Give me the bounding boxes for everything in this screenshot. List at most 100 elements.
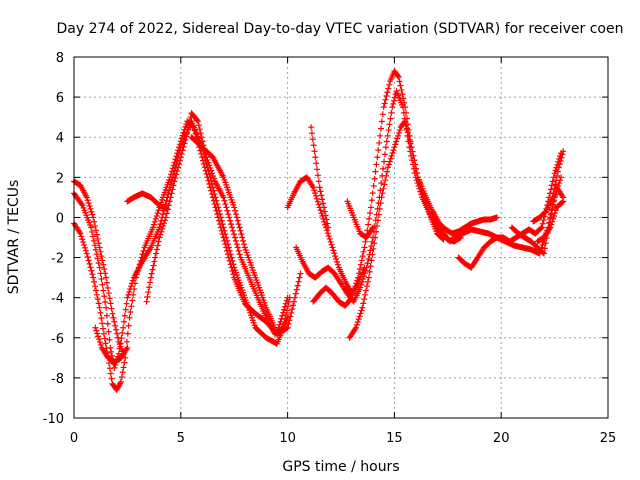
plus-marker (310, 184, 317, 191)
plus-marker (285, 298, 292, 305)
plus-marker (382, 144, 389, 151)
plus-marker (174, 168, 181, 175)
plus-marker (387, 155, 394, 162)
plus-marker (100, 325, 107, 332)
plus-marker (190, 124, 197, 131)
plus-marker (314, 166, 321, 173)
plus-marker (291, 294, 298, 301)
plus-marker (384, 132, 391, 139)
plus-marker (411, 157, 418, 164)
plus-marker (362, 267, 369, 274)
plus-marker (353, 321, 360, 328)
plus-marker (281, 306, 288, 313)
plus-marker (493, 214, 500, 221)
plus-marker (331, 250, 338, 257)
plus-marker (124, 344, 131, 351)
plus-marker (392, 141, 399, 148)
plus-marker (78, 201, 85, 208)
plus-marker (369, 190, 376, 197)
plus-marker (421, 194, 428, 201)
plus-marker (106, 365, 113, 372)
plus-marker (548, 221, 555, 228)
plus-marker (220, 234, 227, 241)
plus-marker (355, 316, 362, 323)
x-tick-label: 15 (386, 431, 403, 446)
plus-marker (218, 227, 225, 234)
plus-marker (209, 194, 216, 201)
plus-marker (196, 126, 203, 133)
plus-marker (390, 97, 397, 104)
plus-marker (93, 251, 100, 258)
plus-marker (330, 247, 337, 254)
plus-marker (238, 231, 245, 238)
plus-marker (127, 308, 134, 315)
plus-marker (349, 291, 356, 298)
plus-marker (315, 178, 322, 185)
plus-marker (91, 242, 98, 249)
plus-marker (551, 210, 558, 217)
plus-marker (221, 197, 228, 204)
plus-marker (538, 224, 545, 231)
plus-marker (312, 192, 319, 199)
plus-marker (386, 158, 393, 165)
plus-marker (204, 156, 211, 163)
plus-marker (91, 218, 98, 225)
plus-marker (232, 211, 239, 218)
plus-marker (239, 234, 246, 241)
plus-marker (313, 160, 320, 167)
plus-marker (208, 167, 215, 174)
plus-marker (101, 293, 108, 300)
plus-marker (386, 81, 393, 88)
plus-marker (96, 339, 103, 346)
plus-marker (89, 211, 96, 218)
plus-marker (95, 300, 102, 307)
plus-marker (143, 298, 150, 305)
plus-marker (193, 117, 200, 124)
plus-marker (551, 185, 558, 192)
plus-marker (154, 210, 161, 217)
plus-marker (364, 278, 371, 285)
plus-marker (203, 154, 210, 161)
plus-marker (310, 142, 317, 149)
series-track-19 (534, 198, 567, 245)
plus-marker (396, 78, 403, 85)
axis-ticks (73, 56, 609, 419)
plus-marker (279, 312, 286, 319)
plus-marker (366, 268, 373, 275)
plus-marker (77, 230, 84, 237)
plus-marker (181, 140, 188, 147)
plus-marker (113, 326, 120, 333)
plus-marker (182, 137, 189, 144)
plus-marker (552, 207, 559, 214)
plus-marker (102, 340, 109, 347)
plus-marker (370, 245, 377, 252)
plus-marker (359, 253, 366, 260)
plus-marker (559, 151, 566, 158)
plus-marker (363, 287, 370, 294)
plus-marker (123, 338, 130, 345)
plus-marker (398, 86, 405, 93)
plus-marker (318, 210, 325, 217)
plus-marker (326, 235, 333, 242)
plus-marker (540, 249, 547, 256)
plus-marker (440, 236, 447, 243)
plus-marker (155, 238, 162, 245)
plus-marker (171, 159, 178, 166)
plus-marker (152, 215, 159, 222)
plus-marker (210, 197, 217, 204)
plus-marker (559, 199, 566, 206)
plus-marker (207, 164, 214, 171)
plus-marker (225, 254, 232, 261)
plus-marker (370, 224, 377, 231)
plus-marker (550, 213, 557, 220)
plus-marker (172, 156, 179, 163)
plus-marker (395, 74, 402, 81)
plus-marker (371, 175, 378, 182)
plus-marker (232, 207, 239, 214)
plus-marker (224, 207, 231, 214)
plus-marker (227, 217, 234, 224)
plus-marker (78, 233, 85, 240)
plus-marker (540, 250, 547, 257)
x-axis-label: GPS time / hours (282, 459, 399, 475)
plus-marker (121, 359, 128, 366)
